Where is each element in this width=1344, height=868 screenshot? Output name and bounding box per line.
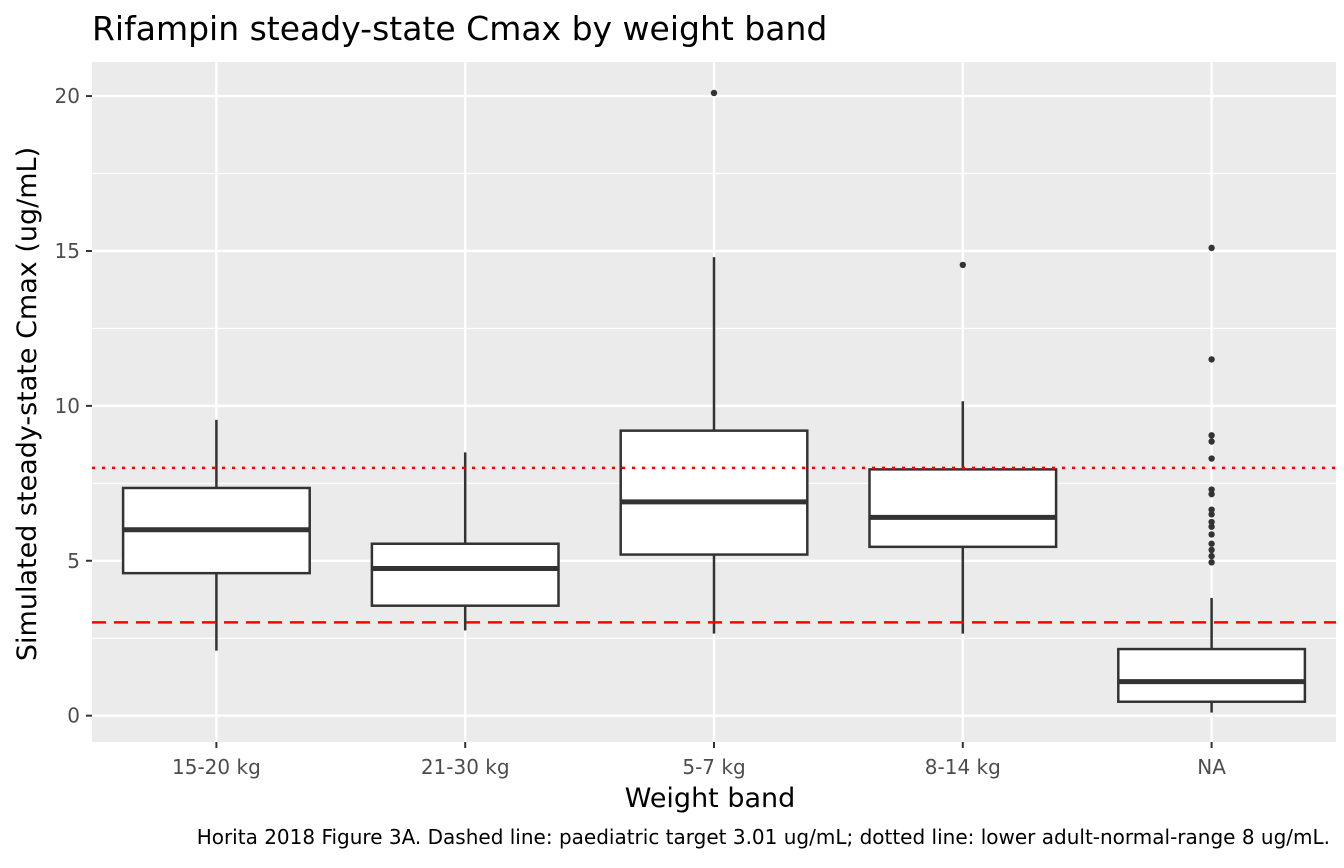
y-axis-label: Simulated steady-state Cmax (ug/mL) [12, 147, 43, 661]
outlier-point [710, 89, 718, 97]
x-tick-label: 21-30 kg [421, 755, 510, 779]
box-group-NA [1117, 244, 1307, 713]
x-axis-label: Weight band [625, 783, 796, 814]
y-tick-label: 0 [67, 704, 80, 728]
x-tick-label: 8-14 kg [925, 755, 1001, 779]
box-iqr [868, 468, 1058, 549]
y-tick-label: 20 [55, 84, 80, 108]
box-group-5-7-kg [619, 89, 809, 634]
y-tick-label: 10 [55, 394, 80, 418]
y-tick-label: 5 [67, 549, 80, 573]
outlier-point [959, 261, 966, 269]
outlier-point [1208, 518, 1215, 526]
outlier-point [1208, 356, 1215, 363]
outlier-point [1208, 432, 1215, 439]
x-tick-label: 15-20 kg [172, 755, 261, 779]
outlier-point [1208, 455, 1215, 462]
outlier-point [1208, 540, 1215, 547]
axis-layer: 0 5 10 15 20 15-20 kg 21-30 kg 5-7 kg 8-14 kg NA [55, 84, 1227, 779]
x-tick-label: 5-7 kg [682, 755, 745, 779]
x-tick-label: NA [1197, 755, 1226, 779]
chart-caption: Horita 2018 Figure 3A. Dashed line: paed… [197, 825, 1330, 849]
reference-lines [92, 466, 1336, 624]
outlier-point [1208, 490, 1215, 498]
outlier-point [1208, 244, 1215, 252]
outlier-point [1208, 506, 1215, 513]
outlier-point [1208, 438, 1215, 445]
box-iqr [370, 542, 560, 607]
y-tick-label: 15 [55, 239, 80, 263]
outlier-point [1208, 486, 1215, 493]
box-iqr [1117, 647, 1307, 703]
chart-title: Rifampin steady-state Cmax by weight ban… [92, 9, 827, 48]
outlier-point [1208, 523, 1215, 530]
box-group-21-30-kg [370, 452, 560, 631]
outlier-point [1208, 552, 1215, 560]
box-layer [121, 89, 1307, 713]
outlier-point [1208, 546, 1215, 554]
box-group-8-14-kg [868, 261, 1058, 634]
outlier-point [1208, 559, 1215, 566]
box-group-15-20-kg [121, 419, 311, 651]
outlier-point [1208, 511, 1215, 518]
outlier-point [1208, 531, 1215, 538]
box-iqr [619, 429, 809, 556]
